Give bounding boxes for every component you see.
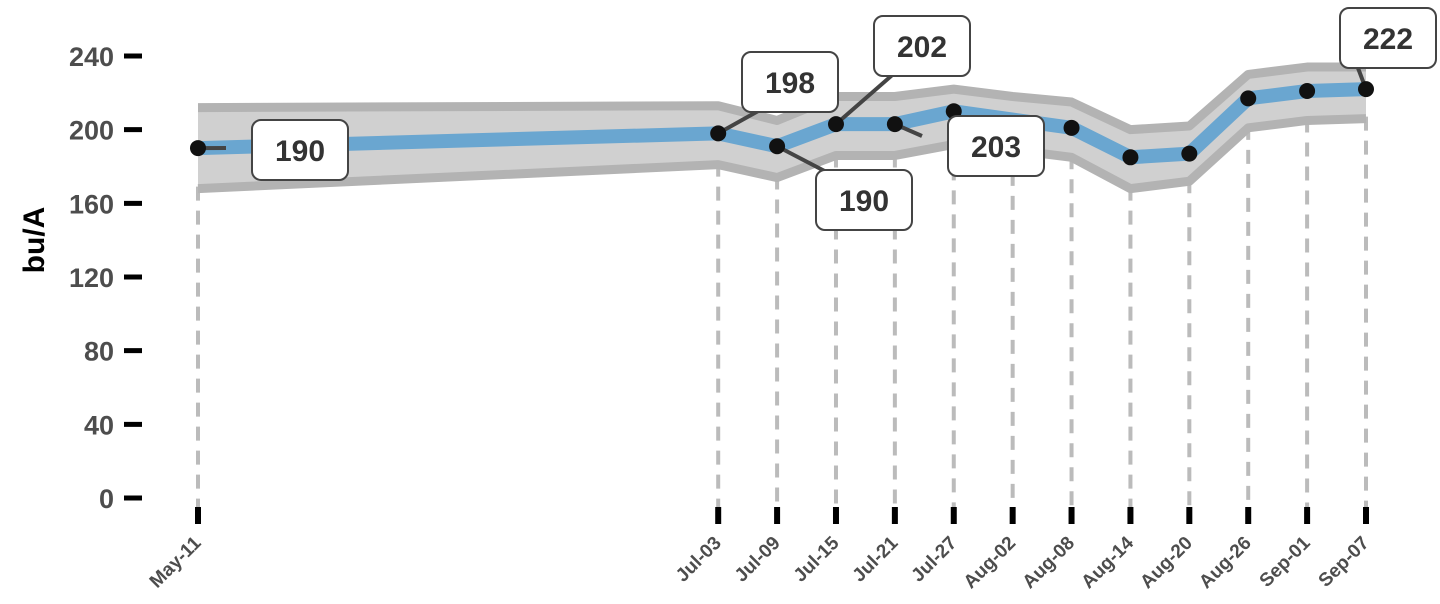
data-point bbox=[1122, 149, 1139, 166]
x-tick-label: Jul-27 bbox=[908, 533, 962, 587]
x-tick-label: Sep-07 bbox=[1315, 533, 1374, 592]
callout-box bbox=[1339, 7, 1437, 69]
x-tick-label: Aug-14 bbox=[1078, 532, 1139, 593]
data-point bbox=[1063, 119, 1080, 136]
x-tick-label: Jul-09 bbox=[731, 533, 785, 587]
y-tick-label: 200 bbox=[69, 116, 114, 146]
data-point bbox=[1299, 82, 1316, 99]
value-callout: 222 bbox=[1339, 7, 1437, 69]
callout-label: 202 bbox=[897, 31, 947, 64]
x-tick-label: Aug-02 bbox=[960, 533, 1020, 593]
value-callouts: 190 198 190 202 203 222 bbox=[251, 7, 1437, 231]
callout-box bbox=[741, 51, 839, 113]
y-tick-label: 120 bbox=[69, 263, 114, 293]
callout-box bbox=[947, 115, 1045, 177]
value-callout: 202 bbox=[873, 15, 971, 77]
value-callout: 203 bbox=[947, 115, 1045, 177]
callout-leader bbox=[834, 68, 900, 126]
callout-label: 203 bbox=[971, 131, 1021, 164]
y-tick-label: 80 bbox=[84, 337, 114, 367]
y-axis: 0 40 80 120 160 200 240 bbox=[69, 42, 142, 514]
band-upper-edge bbox=[197, 62, 1366, 135]
data-point bbox=[190, 140, 206, 157]
y-tick-label: 160 bbox=[69, 189, 114, 219]
x-tick-label: Sep-01 bbox=[1256, 532, 1315, 591]
callout-label: 190 bbox=[275, 135, 325, 168]
callout-box bbox=[251, 119, 349, 181]
value-callout: 190 bbox=[251, 119, 349, 181]
y-tick-label: 0 bbox=[99, 484, 114, 514]
y-axis-title: bu/A bbox=[18, 207, 51, 274]
value-callout: 190 bbox=[815, 169, 913, 231]
data-point bbox=[1181, 145, 1198, 162]
data-point bbox=[886, 116, 903, 133]
x-tick-label: Jul-15 bbox=[790, 532, 844, 586]
y-tick-label: 40 bbox=[84, 410, 114, 440]
callout-label: 190 bbox=[839, 185, 889, 218]
x-tick-label: Aug-20 bbox=[1136, 533, 1196, 593]
x-tick-label: Aug-08 bbox=[1019, 533, 1079, 593]
callout-box bbox=[815, 169, 913, 231]
x-tick-label: May-11 bbox=[146, 532, 206, 592]
x-axis: May-11 Jul-03 Jul-09 Jul-15 Jul-21 Jul-27Aug-… bbox=[146, 507, 1374, 593]
data-point bbox=[1358, 81, 1374, 98]
data-point bbox=[710, 125, 727, 142]
data-point bbox=[1240, 90, 1257, 107]
callout-label: 198 bbox=[765, 67, 815, 100]
callout-label: 222 bbox=[1363, 23, 1413, 56]
value-callout: 198 bbox=[741, 51, 839, 113]
x-tick-label: Jul-03 bbox=[672, 533, 726, 587]
callout-box bbox=[873, 15, 971, 77]
data-point bbox=[769, 138, 786, 155]
data-point bbox=[827, 116, 844, 133]
x-tick-label: Aug-26 bbox=[1195, 533, 1255, 593]
y-tick-label: 240 bbox=[69, 42, 114, 72]
x-tick-label: Jul-21 bbox=[849, 532, 903, 586]
